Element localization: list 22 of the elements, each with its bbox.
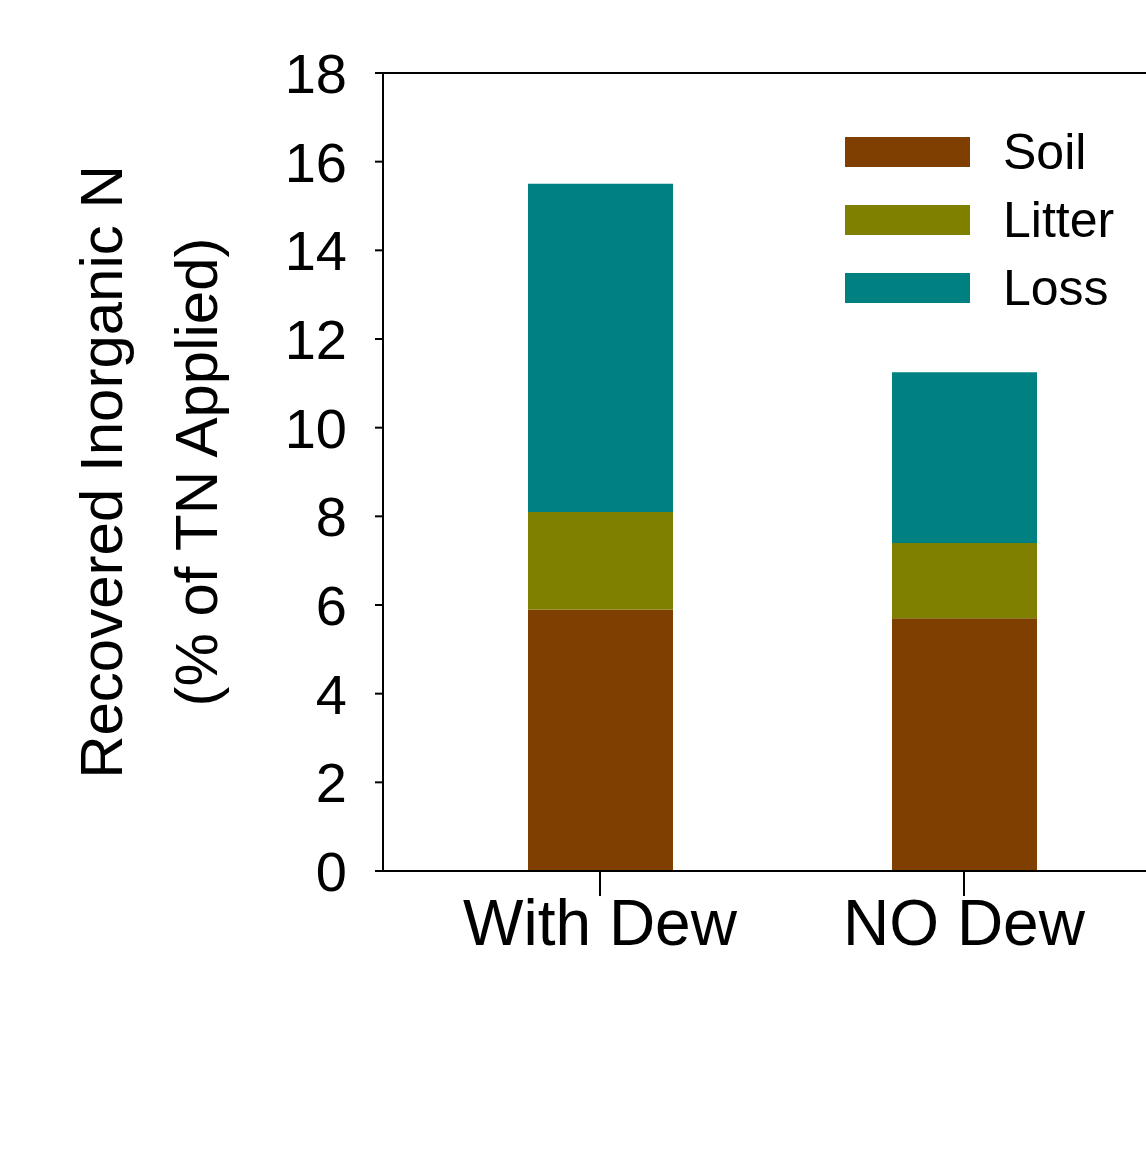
y-tick-label: 12 xyxy=(284,307,347,371)
x-tick-label: With Dew xyxy=(463,887,738,960)
y-tick-label: 2 xyxy=(315,751,347,815)
y-tick-label: 18 xyxy=(284,41,347,105)
legend-label: Soil xyxy=(1003,123,1087,181)
y-tick-label: 6 xyxy=(315,573,347,637)
y-tick-label: 10 xyxy=(284,396,347,460)
y-tick-label: 4 xyxy=(315,662,347,726)
x-tick-label: NO Dew xyxy=(843,887,1086,960)
bar xyxy=(528,511,673,610)
bar xyxy=(892,542,1037,619)
legend-label: Litter xyxy=(1003,191,1115,249)
legend-label: Loss xyxy=(1003,259,1109,317)
bar xyxy=(528,609,673,871)
y-tick-label: 16 xyxy=(284,130,347,194)
y-tick-label: 0 xyxy=(315,839,347,903)
y-tick-label: 14 xyxy=(284,219,347,283)
y-axis-title: Recovered Inorganic N (% of TN Applied) xyxy=(68,165,230,779)
bar xyxy=(528,183,673,512)
bar xyxy=(892,618,1037,871)
bar xyxy=(892,372,1037,543)
y-tick-label: 8 xyxy=(315,485,347,549)
